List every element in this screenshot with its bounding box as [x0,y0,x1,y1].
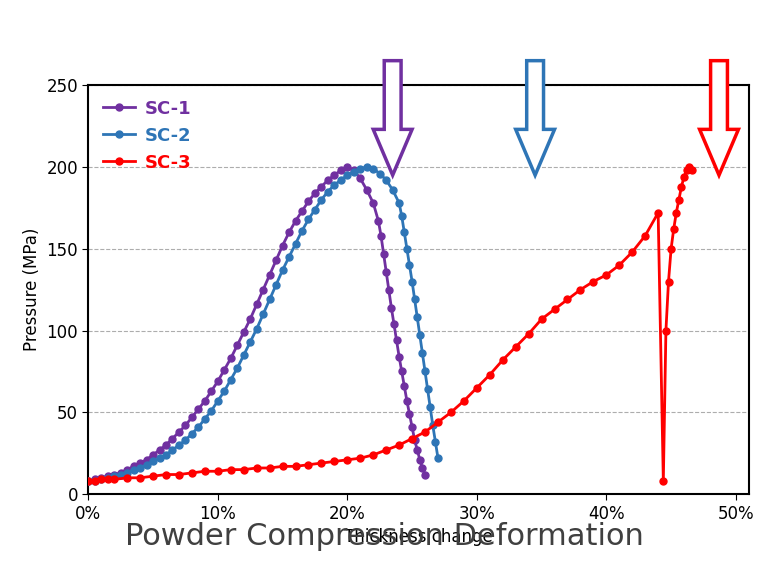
Polygon shape [373,61,412,175]
SC-2 [135,465,144,471]
SC-1 [420,471,429,478]
SC-1 [356,175,365,182]
SC-3 [135,474,144,481]
Line: SC-1: SC-1 [84,164,429,485]
SC-3 [684,164,694,170]
Line: SC-2: SC-2 [84,164,442,485]
Text: Powder Compression Deformation: Powder Compression Deformation [124,522,644,551]
Polygon shape [700,61,739,175]
SC-2 [433,455,442,462]
SC-1 [349,167,359,174]
X-axis label: Thickness change: Thickness change [344,528,493,546]
SC-2 [252,325,261,332]
Line: SC-3: SC-3 [84,164,695,485]
SC-1 [343,164,352,170]
Y-axis label: Pressure (MPa): Pressure (MPa) [23,228,41,352]
SC-1 [284,229,293,236]
Legend: SC-1, SC-2, SC-3: SC-1, SC-2, SC-3 [98,94,197,177]
SC-2 [310,206,319,213]
SC-2 [349,169,359,176]
SC-3 [174,471,184,478]
SC-2 [284,253,293,260]
SC-1 [135,460,144,466]
Polygon shape [515,61,554,175]
SC-1 [310,190,319,197]
SC-1 [252,301,261,308]
SC-3 [84,478,93,485]
SC-3 [602,272,611,278]
SC-2 [362,164,372,170]
SC-3 [446,409,455,416]
SC-3 [252,465,261,471]
SC-3 [687,167,697,174]
SC-2 [343,172,352,178]
SC-2 [84,478,93,485]
SC-3 [97,476,106,483]
SC-1 [84,478,93,485]
